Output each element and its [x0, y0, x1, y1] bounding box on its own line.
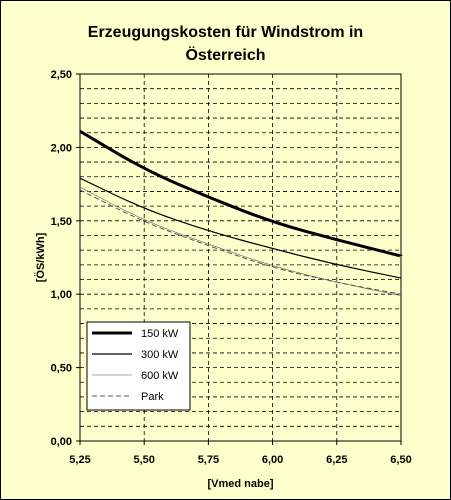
- series-line-2: [79, 186, 402, 297]
- y-tick-label: 2,00: [51, 142, 72, 154]
- y-tick-label: 2,50: [51, 69, 72, 81]
- legend-label: 150 kW: [141, 328, 179, 340]
- y-tick-label: 1,50: [51, 216, 72, 228]
- legend-label: 600 kW: [141, 370, 179, 382]
- y-tick-label: 0,50: [51, 363, 72, 375]
- chart-title-line1: Erzeugungskosten für Windstrom in: [87, 24, 364, 41]
- x-tick-label: 5,25: [69, 454, 90, 466]
- chart-title-line2: Österreich: [185, 47, 266, 64]
- legend-label: Park: [141, 391, 164, 403]
- series-line-3: [79, 189, 402, 295]
- y-tick-label: 0,00: [51, 436, 72, 448]
- x-tick-label: 6,25: [326, 454, 347, 466]
- legend-label: 300 kW: [141, 349, 179, 361]
- x-axis-label: [Vmed nabe]: [207, 478, 273, 490]
- plot-area: [79, 73, 402, 442]
- series-line-1: [79, 177, 402, 279]
- y-axis-label: [ÖS/kWh]: [34, 232, 47, 282]
- x-tick-label: 5,75: [198, 454, 219, 466]
- x-tick-label: 6,00: [262, 454, 283, 466]
- y-tick-label: 1,00: [51, 289, 72, 301]
- x-tick-label: 6,50: [390, 454, 411, 466]
- legend-box: [86, 321, 191, 411]
- series-line-0: [79, 129, 402, 258]
- x-tick-label: 5,50: [133, 454, 154, 466]
